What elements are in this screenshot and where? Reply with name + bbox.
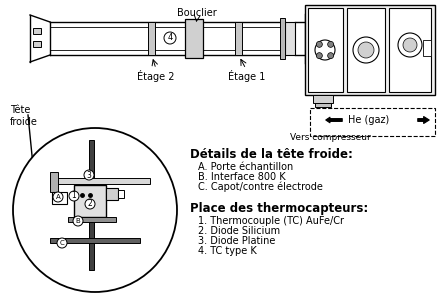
Bar (106, 188, 118, 200)
Bar (148, 22, 155, 55)
Text: A: A (56, 194, 60, 200)
Text: Tête
froide: Tête froide (10, 105, 38, 126)
Circle shape (84, 170, 94, 180)
Circle shape (57, 238, 67, 248)
Text: 2: 2 (88, 199, 92, 209)
Circle shape (85, 199, 95, 209)
Bar (33, 28, 41, 34)
Circle shape (357, 42, 373, 58)
Text: 2. Diode Silicium: 2. Diode Silicium (198, 226, 279, 236)
Text: 3. Diode Platine: 3. Diode Platine (198, 236, 275, 246)
Circle shape (352, 37, 378, 63)
Text: Détails de la tête froide:: Détails de la tête froide: (190, 148, 352, 161)
Text: Étage 1: Étage 1 (228, 70, 265, 82)
Text: 4: 4 (167, 33, 172, 43)
Bar (307, 8, 342, 92)
Circle shape (397, 33, 421, 57)
Circle shape (316, 41, 321, 47)
Bar (304, 5, 434, 95)
Bar (33, 41, 41, 47)
Circle shape (327, 41, 333, 47)
Bar (422, 40, 430, 56)
Bar (184, 19, 202, 58)
Text: 1: 1 (71, 192, 76, 201)
Text: C. Capot/contre électrode: C. Capot/contre électrode (198, 182, 322, 192)
Text: Étage 2: Étage 2 (137, 70, 174, 82)
Bar (52, 192, 67, 204)
Circle shape (402, 38, 416, 52)
Circle shape (314, 40, 334, 60)
Bar (314, 103, 330, 107)
Bar (234, 22, 241, 55)
Circle shape (53, 192, 63, 202)
Bar (312, 95, 332, 103)
Bar (89, 140, 94, 270)
Text: A. Porte échantillon: A. Porte échantillon (198, 162, 293, 172)
Text: B: B (75, 218, 80, 224)
Text: 3: 3 (86, 171, 91, 179)
Bar (284, 22, 294, 55)
Text: Vers compresseur: Vers compresseur (289, 133, 370, 142)
Bar (279, 18, 284, 59)
Circle shape (13, 128, 177, 292)
Text: He (gaz): He (gaz) (347, 115, 389, 125)
Bar (309, 108, 434, 136)
Text: Place des thermocapteurs:: Place des thermocapteurs: (190, 202, 367, 215)
Bar (68, 217, 116, 222)
Circle shape (327, 53, 333, 59)
Text: 1. Thermocouple (TC) AuFe/Cr: 1. Thermocouple (TC) AuFe/Cr (198, 216, 343, 226)
Bar (346, 8, 384, 92)
Bar (50, 238, 140, 243)
Text: C: C (60, 240, 64, 246)
Text: B. Interface 800 K: B. Interface 800 K (198, 172, 285, 182)
Bar (74, 185, 106, 217)
Circle shape (69, 191, 79, 201)
Circle shape (164, 32, 176, 44)
Bar (50, 178, 150, 184)
Text: 4. TC type K: 4. TC type K (198, 246, 256, 256)
Bar (388, 8, 430, 92)
Bar (118, 190, 124, 198)
Circle shape (316, 53, 321, 59)
Circle shape (73, 216, 83, 226)
Bar (50, 172, 58, 192)
Text: Bouclier: Bouclier (177, 8, 216, 18)
